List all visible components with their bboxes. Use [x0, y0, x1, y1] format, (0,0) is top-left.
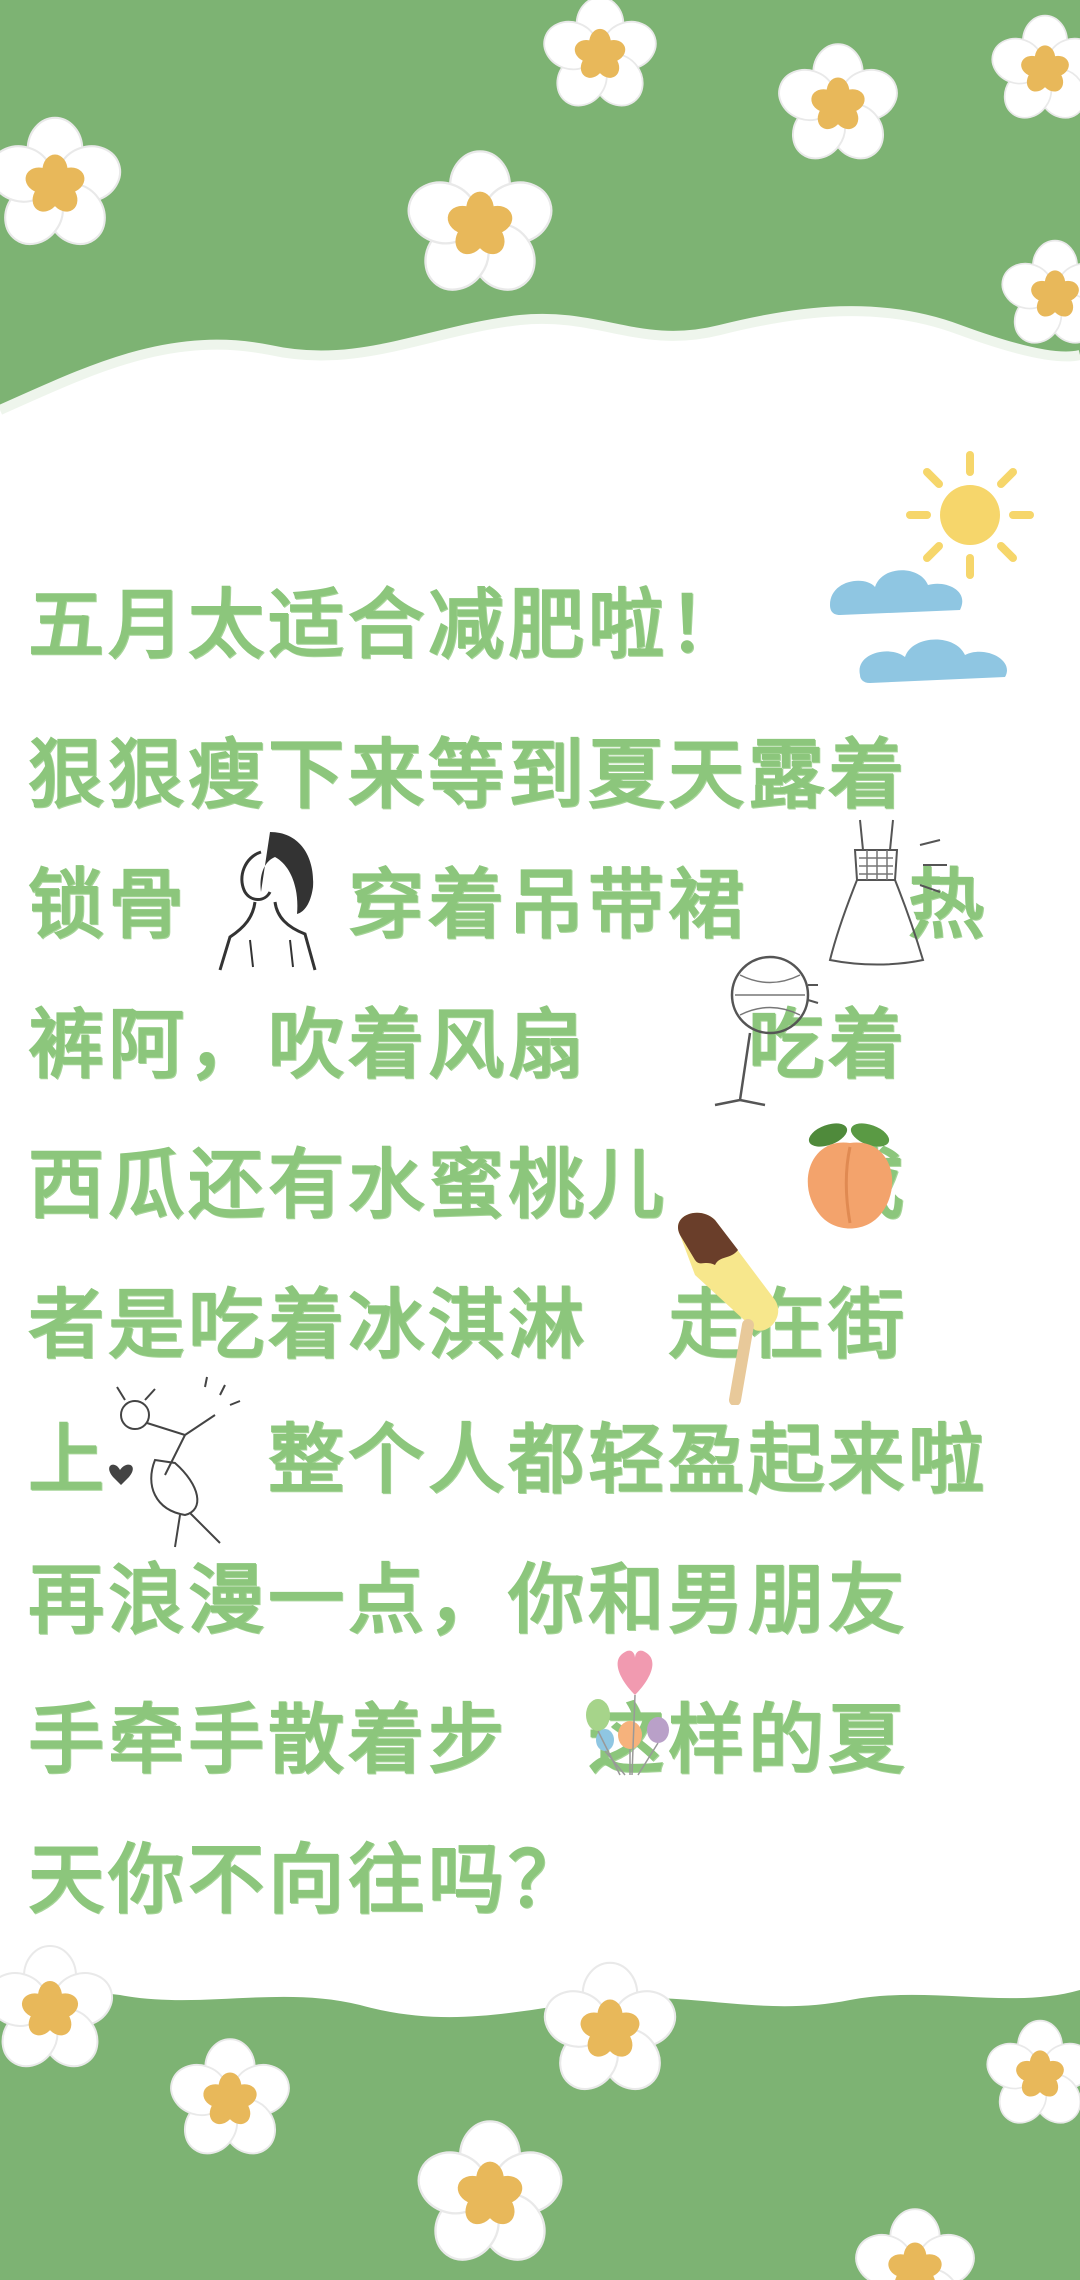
- sun-icon: [906, 451, 1034, 579]
- poem-line-2: 狠狠瘦下来等到夏天露着: [28, 730, 908, 819]
- poem-line-3: 锁骨 穿着吊带裙 热: [28, 860, 988, 949]
- poem-line-7: 上 整个人都轻盈起来啦: [28, 1415, 988, 1504]
- poem-line-6: 者是吃着冰淇淋 走在街: [28, 1280, 908, 1369]
- heart-balloons-icon: [586, 1650, 669, 1776]
- peach-icon: [807, 1123, 893, 1229]
- sundress-icon: [828, 819, 947, 966]
- popsicle-icon: [678, 1212, 779, 1405]
- dancing-girl-icon: [109, 1376, 241, 1548]
- poem-line-8: 再浪漫一点，你和男朋友: [28, 1555, 908, 1644]
- poem-line-9: 手牵手散着步 这样的夏: [28, 1695, 908, 1784]
- poem-line-4: 裤阿，吹着风扇 吃着: [28, 1000, 908, 1089]
- poem-line-10: 天你不向往吗？: [28, 1835, 588, 1924]
- poem-line-5: 西瓜还有水蜜桃儿 或: [28, 1140, 908, 1229]
- cloud-icon: [830, 570, 1007, 683]
- poem-line-1: 五月太适合减肥啦！: [28, 580, 748, 669]
- girl-portrait-icon: [218, 832, 317, 971]
- fan-icon: [714, 955, 819, 1107]
